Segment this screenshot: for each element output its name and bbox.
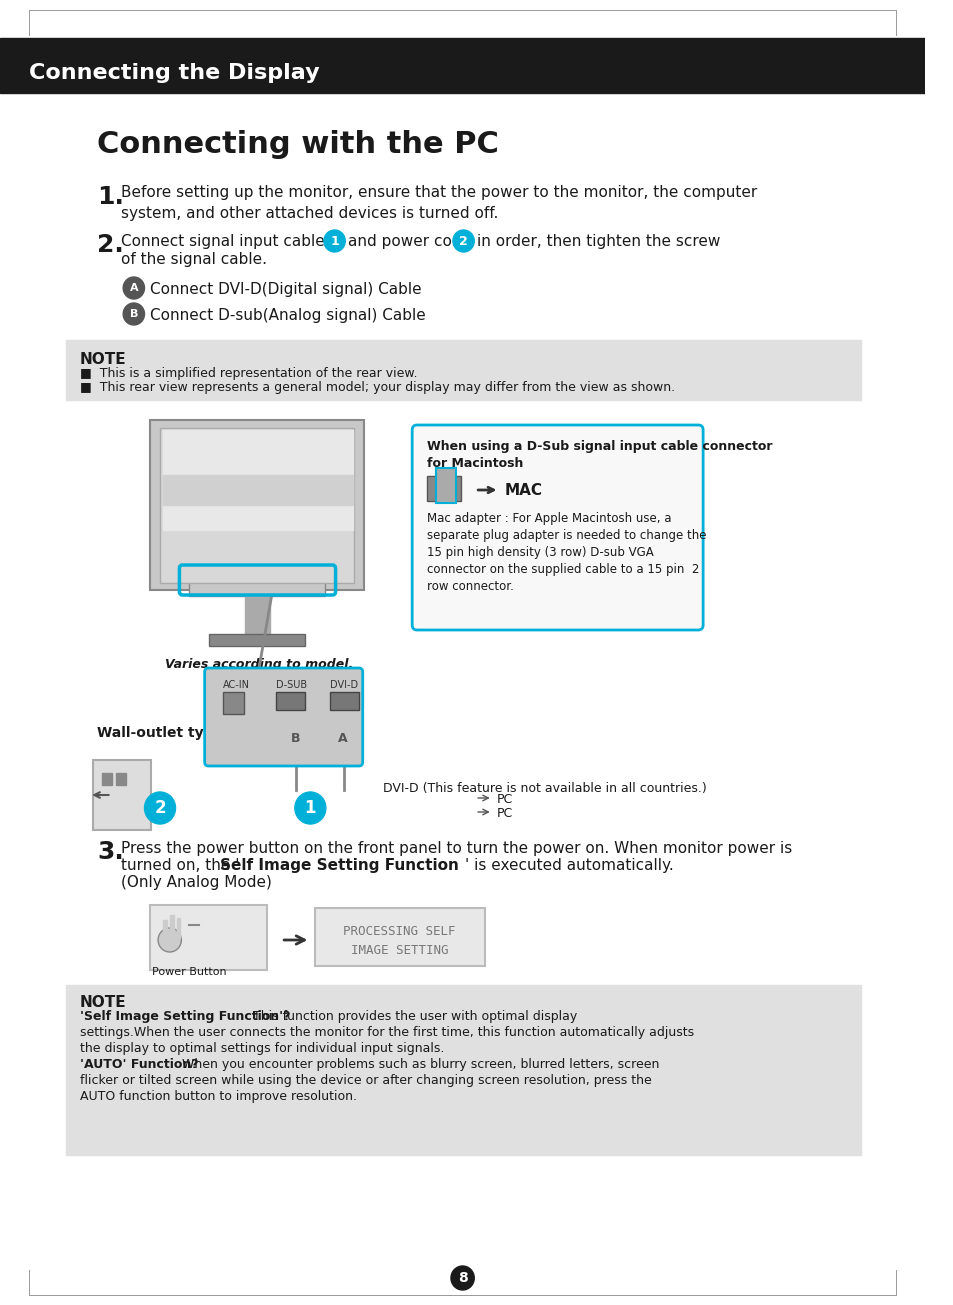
Circle shape: [158, 928, 181, 953]
Bar: [163, 431, 353, 530]
Bar: [151, 904, 267, 970]
Bar: [116, 773, 126, 786]
Text: in order, then tighten the screw: in order, then tighten the screw: [476, 234, 720, 249]
Bar: [66, 341, 861, 401]
Text: PROCESSING SELF
IMAGE SETTING: PROCESSING SELF IMAGE SETTING: [343, 925, 456, 957]
Circle shape: [294, 792, 326, 823]
Bar: [102, 773, 112, 786]
Text: Self Image Setting Function: Self Image Setting Function: [220, 857, 458, 873]
Text: A: A: [130, 283, 138, 294]
Bar: [66, 985, 861, 1155]
Text: B: B: [130, 309, 138, 318]
Text: When using a D-Sub signal input cable connector
for Macintosh: When using a D-Sub signal input cable co…: [426, 440, 771, 470]
Text: Wall-outlet type: Wall-outlet type: [97, 726, 223, 740]
Text: 1: 1: [330, 235, 338, 248]
Text: Varies according to model.: Varies according to model.: [165, 658, 353, 671]
Bar: [276, 692, 305, 710]
Text: Connecting with the PC: Connecting with the PC: [97, 130, 498, 159]
FancyBboxPatch shape: [205, 668, 362, 766]
Text: Power Button: Power Button: [152, 967, 227, 977]
Bar: [160, 428, 354, 583]
Text: Before setting up the monitor, ensure that the power to the monitor, the compute: Before setting up the monitor, ensure th…: [121, 185, 757, 221]
Circle shape: [144, 792, 175, 823]
Text: A: A: [337, 732, 347, 745]
Bar: [0, 38, 924, 93]
Text: PC: PC: [496, 806, 513, 820]
Text: 'AUTO' Function?: 'AUTO' Function?: [79, 1058, 198, 1071]
Text: of the signal cable.: of the signal cable.: [121, 252, 267, 268]
Circle shape: [324, 230, 345, 252]
Text: Mac adapter : For Apple Macintosh use, a
separate plug adapter is needed to chan: Mac adapter : For Apple Macintosh use, a…: [426, 512, 705, 592]
Text: Connect signal input cable: Connect signal input cable: [121, 234, 325, 249]
Text: the display to optimal settings for individual input signals.: the display to optimal settings for indi…: [79, 1041, 443, 1054]
Text: 1.: 1.: [97, 185, 124, 209]
Circle shape: [123, 303, 144, 325]
Text: 1: 1: [304, 799, 315, 817]
Text: flicker or tilted screen while using the device or after changing screen resolut: flicker or tilted screen while using the…: [79, 1074, 651, 1087]
Bar: [223, 692, 244, 714]
Text: 'Self Image Setting Function'?: 'Self Image Setting Function'?: [79, 1010, 290, 1023]
Bar: [426, 476, 460, 501]
Text: This function provides the user with optimal display: This function provides the user with opt…: [249, 1010, 577, 1023]
Text: DVI-D: DVI-D: [330, 680, 357, 690]
Text: ■  This is a simplified representation of the rear view.: ■ This is a simplified representation of…: [79, 367, 416, 380]
Text: PC: PC: [496, 793, 513, 806]
Text: When you encounter problems such as blurry screen, blurred letters, screen: When you encounter problems such as blur…: [178, 1058, 659, 1071]
Circle shape: [453, 230, 474, 252]
Text: 8: 8: [457, 1271, 467, 1285]
Bar: [436, 468, 456, 502]
Text: Connecting the Display: Connecting the Display: [29, 63, 319, 84]
Text: DVI-D (This feature is not available in all countries.): DVI-D (This feature is not available in …: [383, 782, 706, 795]
Circle shape: [123, 277, 144, 299]
Bar: [314, 908, 484, 966]
Text: 3.: 3.: [97, 840, 124, 864]
Bar: [330, 692, 358, 710]
Text: B: B: [291, 732, 300, 745]
Text: 2: 2: [458, 235, 468, 248]
Bar: [151, 420, 363, 590]
Text: Press the power button on the front panel to turn the power on. When monitor pow: Press the power button on the front pane…: [121, 840, 792, 856]
Text: 2.: 2.: [97, 234, 124, 257]
Bar: [189, 578, 325, 596]
Text: NOTE: NOTE: [79, 352, 126, 367]
Text: and power cord: and power cord: [348, 234, 467, 249]
Text: ' is executed automatically.: ' is executed automatically.: [464, 857, 673, 873]
Text: ■  This rear view represents a general model; your display may differ from the v: ■ This rear view represents a general mo…: [79, 381, 674, 394]
Bar: [209, 634, 305, 646]
FancyBboxPatch shape: [412, 425, 702, 630]
Bar: [176, 917, 180, 938]
Text: settings.When the user connects the monitor for the first time, this function au: settings.When the user connects the moni…: [79, 1026, 693, 1039]
Text: NOTE: NOTE: [79, 994, 126, 1010]
Circle shape: [451, 1266, 474, 1291]
Bar: [163, 475, 353, 505]
Text: turned on, the ': turned on, the ': [121, 857, 239, 873]
Bar: [245, 596, 270, 636]
Text: (Only Analog Mode): (Only Analog Mode): [121, 874, 272, 890]
Text: 2: 2: [154, 799, 166, 817]
Text: MAC: MAC: [504, 483, 541, 499]
Text: D-SUB: D-SUB: [276, 680, 307, 690]
Bar: [170, 915, 173, 938]
Text: Connect DVI-D(Digital signal) Cable: Connect DVI-D(Digital signal) Cable: [151, 282, 421, 298]
Bar: [163, 920, 167, 938]
Bar: [93, 760, 152, 830]
Text: Connect D-sub(Analog signal) Cable: Connect D-sub(Analog signal) Cable: [151, 308, 426, 324]
Text: AC-IN: AC-IN: [223, 680, 250, 690]
Text: AUTO function button to improve resolution.: AUTO function button to improve resoluti…: [79, 1090, 356, 1103]
